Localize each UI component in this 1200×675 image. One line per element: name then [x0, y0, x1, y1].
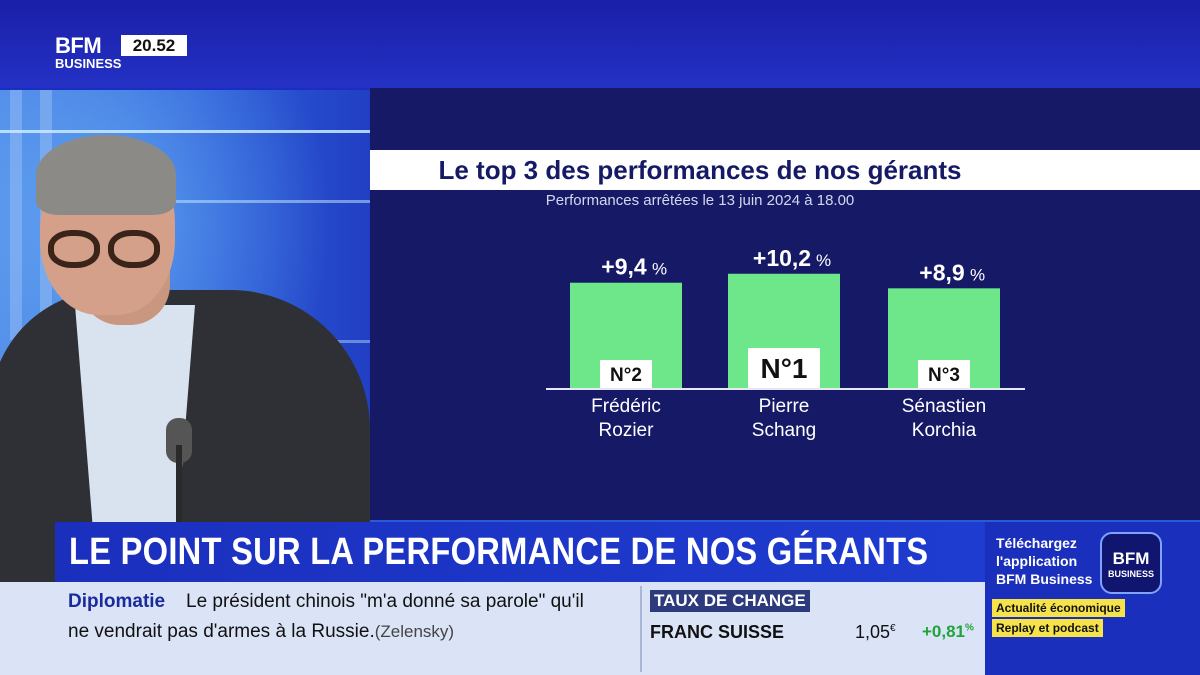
fx-label: TAUX DE CHANGE: [650, 590, 810, 612]
performance-bar-chart: +9,4 % N°2 Frédéric Rozier +10,2 % N°1 Pierre Sch…: [546, 245, 1025, 441]
app-promo: Téléchargez l'application BFM Business B…: [985, 522, 1200, 675]
clock: 20.52: [121, 35, 187, 56]
category-label: Pierre: [759, 396, 810, 417]
ticker-divider: [640, 586, 642, 672]
glasses-icon: [108, 230, 160, 268]
rank-label: N°3: [928, 365, 960, 386]
light-streak: [0, 130, 370, 133]
chart-title: Le top 3 des performances de nos gérants: [438, 155, 962, 185]
presenter-hair: [36, 135, 176, 215]
promo-logo-sub: BUSINESS: [1107, 569, 1154, 579]
promo-line: BFM Business: [996, 571, 1093, 587]
data-label: +9,4: [601, 254, 647, 280]
rank-badge: [748, 348, 820, 388]
ticker-line-2: ne vendrait pas d'armes à la Russie.(Zel…: [68, 621, 454, 643]
rank-badge: [600, 360, 652, 388]
data-label-unit: %: [816, 251, 831, 270]
chart-subtitle: Performances arrêtées le 13 juin 2024 à …: [545, 192, 855, 209]
data-label: +8,9: [919, 259, 964, 285]
data-label-unit: %: [970, 265, 985, 284]
promo-line: l'application: [996, 553, 1078, 569]
backdrop-pillar: [10, 90, 22, 340]
chart-title-bar: Le top 3 des performances de nos gérants: [370, 150, 1200, 190]
data-label: +10,2: [753, 245, 811, 271]
rank-label: N°1: [761, 353, 808, 384]
presenter: [0, 130, 370, 605]
light-streak: [60, 200, 370, 203]
chart-panel: Le top 3 des performances de nos gérants…: [370, 88, 1200, 520]
ticker-line-1: Le président chinois "m'a donné sa parol…: [186, 591, 584, 612]
rank-label: N°2: [610, 365, 642, 386]
promo-tag-replay: Replay et podcast: [992, 619, 1103, 637]
microphone-stand: [176, 445, 182, 565]
promo-logo-text: BFM: [1112, 549, 1150, 568]
category-label: Rozier: [599, 420, 655, 441]
fx-currency-name: FRANC SUISSE: [650, 622, 785, 642]
headline-band: LE POINT SUR LA PERFORMANCE DE NOS GÉRAN…: [55, 522, 985, 582]
top-bar: BFM BUSINESS 20.52: [0, 0, 1200, 88]
category-label: Sénastien: [902, 396, 987, 417]
fx-value: 1,05€: [855, 622, 896, 643]
promo-tag-news: Actualité économique: [992, 599, 1125, 617]
bfm-app-icon: BFM BUSINESS: [1100, 532, 1162, 594]
rank-badge: [918, 360, 970, 388]
fx-value-number: 1,05: [855, 622, 891, 642]
ticker-category: Diplomatie: [68, 591, 166, 612]
ticker-source: (Zelensky): [374, 622, 455, 641]
category-label: Frédéric: [591, 396, 661, 417]
headline: LE POINT SUR LA PERFORMANCE DE NOS GÉRAN…: [69, 531, 929, 573]
category-label: Schang: [752, 420, 816, 441]
promo-line: Téléchargez: [996, 535, 1077, 551]
channel-logo-sub: BUSINESS: [55, 56, 122, 71]
promo-text: Téléchargez l'application BFM Business: [996, 534, 1106, 588]
fx-change: +0,81%: [922, 622, 974, 642]
glasses-icon: [48, 230, 100, 268]
fx-value-unit: €: [890, 623, 896, 634]
category-label: Korchia: [912, 420, 977, 441]
fx-change-unit: %: [965, 622, 974, 634]
ticker-line-2-text: ne vendrait pas d'armes à la Russie.: [68, 621, 375, 642]
fx-change-number: +0,81: [922, 622, 966, 641]
channel-logo: BFM: [55, 33, 102, 58]
data-label-unit: %: [652, 260, 667, 279]
news-ticker: Diplomatie Le président chinois "m'a don…: [0, 582, 985, 675]
